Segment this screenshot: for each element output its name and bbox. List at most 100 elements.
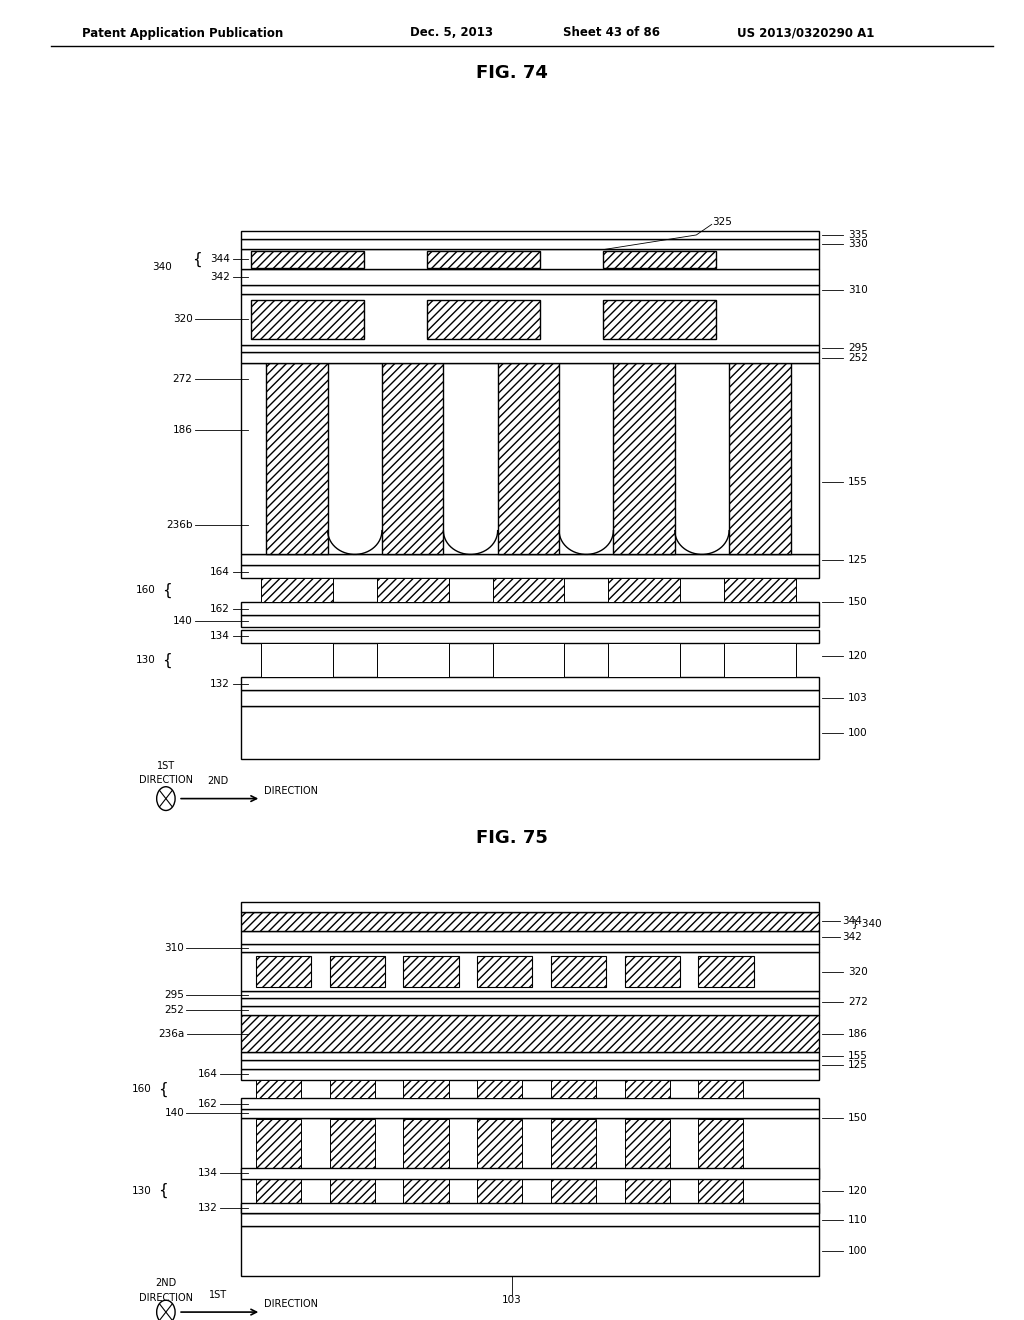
Text: 150: 150 bbox=[848, 1113, 867, 1123]
Text: 125: 125 bbox=[848, 554, 867, 565]
Bar bbox=[477, 956, 532, 987]
Text: 160: 160 bbox=[136, 585, 156, 595]
Text: 325: 325 bbox=[712, 216, 731, 227]
Bar bbox=[241, 944, 819, 952]
Bar bbox=[330, 1119, 375, 1212]
Bar bbox=[403, 1080, 449, 1098]
Bar bbox=[427, 251, 540, 268]
Text: 340: 340 bbox=[153, 263, 172, 272]
Bar bbox=[477, 1080, 522, 1098]
Text: {: { bbox=[162, 582, 172, 598]
Bar bbox=[377, 643, 449, 677]
Bar bbox=[729, 363, 791, 554]
Bar bbox=[498, 363, 559, 554]
Text: 2ND: 2ND bbox=[156, 1278, 176, 1288]
Bar bbox=[241, 690, 819, 706]
Text: 164: 164 bbox=[210, 566, 229, 577]
Bar bbox=[241, 1168, 819, 1179]
Bar bbox=[241, 952, 819, 991]
Bar bbox=[241, 269, 819, 285]
Text: 132: 132 bbox=[210, 678, 229, 689]
Bar bbox=[493, 578, 564, 602]
Text: 186: 186 bbox=[173, 425, 193, 436]
Text: 236a: 236a bbox=[158, 1028, 184, 1039]
Text: 252: 252 bbox=[848, 352, 867, 363]
Text: 320: 320 bbox=[173, 314, 193, 325]
Text: 320: 320 bbox=[848, 966, 867, 977]
Bar bbox=[551, 1119, 596, 1212]
Bar bbox=[551, 956, 606, 987]
Bar bbox=[256, 956, 311, 987]
Text: Dec. 5, 2013: Dec. 5, 2013 bbox=[410, 26, 493, 40]
Bar bbox=[241, 1118, 819, 1213]
Bar bbox=[241, 1203, 819, 1213]
Text: 103: 103 bbox=[848, 693, 867, 704]
Bar bbox=[551, 1080, 596, 1098]
Bar bbox=[256, 1119, 301, 1212]
Text: 252: 252 bbox=[165, 1006, 184, 1015]
Bar bbox=[241, 554, 819, 565]
Text: DIRECTION: DIRECTION bbox=[264, 785, 318, 796]
Text: 186: 186 bbox=[848, 1028, 867, 1039]
Bar bbox=[698, 1119, 743, 1212]
Text: 155: 155 bbox=[848, 1051, 867, 1061]
Text: 130: 130 bbox=[132, 1185, 152, 1196]
Bar bbox=[241, 991, 819, 998]
Text: 342: 342 bbox=[842, 932, 861, 942]
Bar bbox=[241, 998, 819, 1006]
Bar bbox=[261, 643, 333, 677]
Bar bbox=[241, 602, 819, 615]
Text: 295: 295 bbox=[848, 343, 867, 354]
Text: {: { bbox=[162, 652, 172, 668]
Bar bbox=[625, 1119, 670, 1212]
Bar bbox=[266, 363, 328, 554]
Bar bbox=[241, 677, 819, 690]
Bar bbox=[382, 363, 443, 554]
Bar bbox=[241, 352, 819, 363]
Bar bbox=[625, 1080, 670, 1098]
Bar bbox=[403, 956, 459, 987]
Text: 295: 295 bbox=[165, 990, 184, 999]
Text: 330: 330 bbox=[848, 239, 867, 249]
Text: Sheet 43 of 86: Sheet 43 of 86 bbox=[563, 26, 660, 40]
Text: 335: 335 bbox=[848, 230, 867, 240]
Bar bbox=[241, 706, 819, 759]
Bar bbox=[241, 902, 819, 912]
Bar bbox=[241, 249, 819, 269]
Bar bbox=[603, 251, 716, 268]
Bar bbox=[427, 300, 540, 339]
Bar bbox=[241, 231, 819, 239]
Bar bbox=[330, 1080, 375, 1098]
Bar bbox=[241, 345, 819, 352]
Text: 130: 130 bbox=[136, 655, 156, 665]
Text: } 340: } 340 bbox=[852, 917, 882, 928]
Bar bbox=[241, 912, 819, 931]
Text: 162: 162 bbox=[198, 1098, 217, 1109]
Text: 162: 162 bbox=[210, 603, 229, 614]
Text: FIG. 74: FIG. 74 bbox=[476, 63, 548, 82]
Text: 125: 125 bbox=[848, 1060, 867, 1069]
Bar bbox=[613, 363, 675, 554]
Text: 310: 310 bbox=[165, 942, 184, 953]
Bar bbox=[241, 1213, 819, 1226]
Bar bbox=[251, 300, 364, 339]
Bar bbox=[241, 1069, 819, 1080]
Text: 310: 310 bbox=[848, 285, 867, 294]
Text: 100: 100 bbox=[848, 727, 867, 738]
Text: 1ST: 1ST bbox=[209, 1290, 227, 1300]
Text: US 2013/0320290 A1: US 2013/0320290 A1 bbox=[737, 26, 874, 40]
Text: Patent Application Publication: Patent Application Publication bbox=[82, 26, 284, 40]
Bar bbox=[493, 643, 564, 677]
Bar bbox=[403, 1119, 449, 1212]
Text: 150: 150 bbox=[848, 597, 867, 607]
Bar bbox=[241, 1226, 819, 1276]
Text: 120: 120 bbox=[848, 1185, 867, 1196]
Text: DIRECTION: DIRECTION bbox=[264, 1299, 318, 1309]
Text: {: { bbox=[158, 1183, 168, 1199]
Text: 103: 103 bbox=[502, 1295, 522, 1305]
Bar bbox=[241, 931, 819, 944]
Text: 342: 342 bbox=[210, 272, 229, 282]
Bar bbox=[241, 1060, 819, 1069]
Text: 134: 134 bbox=[210, 631, 229, 642]
Bar bbox=[241, 294, 819, 345]
